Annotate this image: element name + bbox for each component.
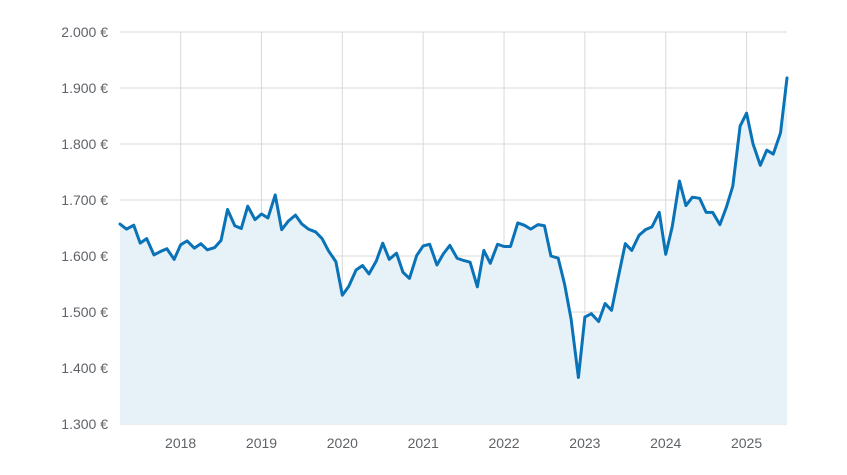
y-tick-label: 2.000 € (61, 24, 108, 40)
x-tick-label: 2020 (327, 435, 358, 451)
tick-labels: 1.300 € 1.400 € 1.500 € 1.600 € 1.700 € 1.800… (61, 24, 762, 451)
x-tick-label: 2022 (488, 435, 519, 451)
series-area (120, 77, 787, 425)
x-tick-label: 2024 (650, 435, 681, 451)
y-tick-label: 1.600 € (61, 248, 108, 264)
y-tick-label: 1.800 € (61, 136, 108, 152)
x-tick-label: 2021 (408, 435, 439, 451)
y-tick-label: 1.400 € (61, 360, 108, 376)
data-marks (118, 76, 789, 425)
x-tick-label: 2023 (569, 435, 600, 451)
y-tick-label: 1.700 € (61, 192, 108, 208)
x-tick-label: 2018 (165, 435, 196, 451)
x-tick-label: 2025 (731, 435, 762, 451)
y-tick-label: 1.300 € (61, 416, 108, 432)
y-tick-label: 1.900 € (61, 80, 108, 96)
x-tick-label: 2019 (246, 435, 277, 451)
y-tick-label: 1.500 € (61, 304, 108, 320)
series-line (118, 76, 789, 380)
